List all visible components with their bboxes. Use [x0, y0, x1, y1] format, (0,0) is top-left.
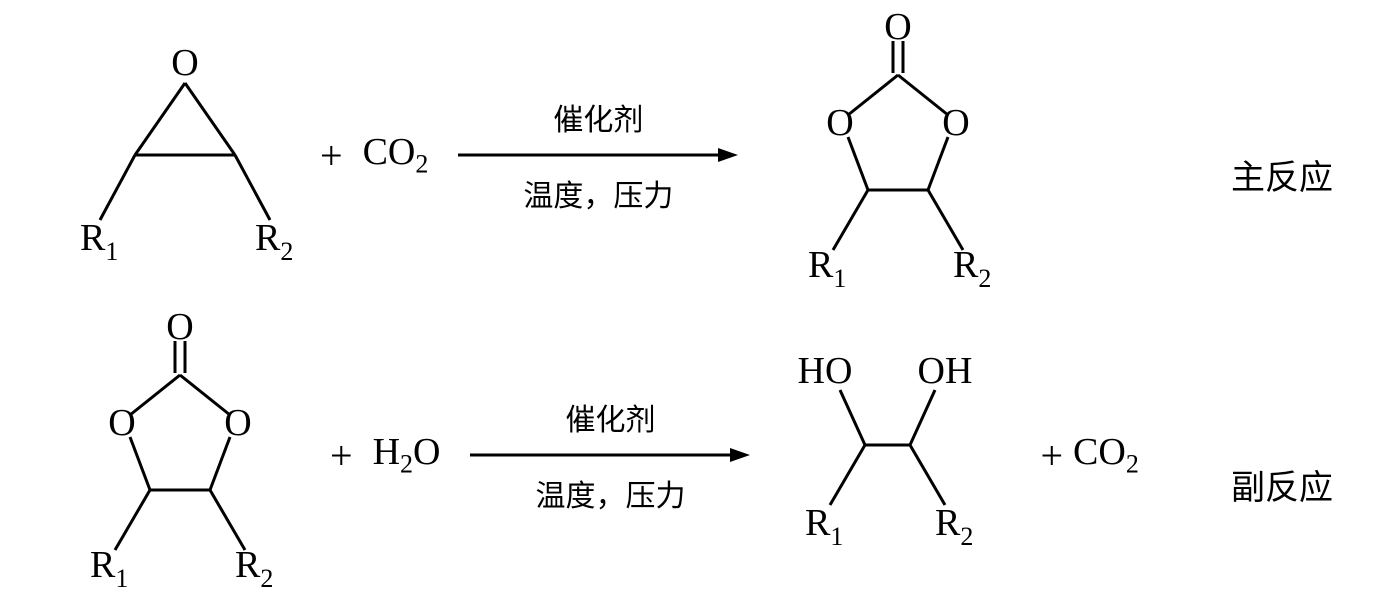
carbonate-product: O O O R1 R2 — [768, 25, 1028, 285]
carbonate-O-left: O — [827, 102, 854, 144]
main-reaction-label: 主反应 — [1231, 150, 1333, 199]
epoxide-R1: R1 — [80, 217, 118, 266]
arrow1-top-label: 催化剂 — [553, 95, 643, 139]
carbonate-R1: R1 — [808, 244, 846, 293]
arrow2-bottom-label: 温度，压力 — [535, 471, 685, 515]
diol-R1: R1 — [805, 502, 843, 551]
epoxide-structure: O R1 R2 — [70, 45, 300, 265]
carbonate-O-top: O — [885, 6, 912, 48]
arrow1-bottom-label: 温度，压力 — [523, 171, 673, 215]
plus-2: + — [330, 432, 353, 479]
arrow2-svg — [470, 445, 750, 465]
carbonate-R2: R2 — [953, 244, 991, 293]
co2-reagent: CO2 — [363, 130, 429, 180]
arrow1-svg — [458, 145, 738, 165]
carbonate2-O-left: O — [108, 402, 135, 444]
diol-OH1: HO — [798, 350, 853, 392]
epoxide-O: O — [171, 42, 198, 84]
plus-3: + — [1040, 432, 1063, 479]
co2-product: CO2 — [1073, 430, 1139, 480]
carbonate2-O-right: O — [224, 402, 251, 444]
diol-R2: R2 — [935, 502, 973, 551]
h2o-reagent: H2O — [373, 430, 441, 480]
carbonate-O-right: O — [943, 102, 970, 144]
arrow2-top-label: 催化剂 — [565, 395, 655, 439]
side-reaction-label: 副反应 — [1231, 460, 1333, 509]
carbonate-reactant: O O O R1 R2 — [50, 325, 310, 585]
reaction-arrow-1: 催化剂 温度，压力 — [458, 95, 738, 215]
main-reaction-row: O R1 R2 + CO2 催化剂 温度，压力 O O O R1 — [0, 30, 1393, 280]
side-reaction-row: O O O R1 R2 + H2O 催化剂 温度，压力 HO OH R1 R2 … — [0, 330, 1393, 580]
carbonate2-R1: R1 — [90, 544, 128, 593]
diol-OH2: OH — [918, 350, 973, 392]
plus-1: + — [320, 132, 343, 179]
diol-product: HO OH R1 R2 — [770, 345, 1030, 565]
carbonate2-R2: R2 — [235, 544, 273, 593]
epoxide-R2: R2 — [255, 217, 293, 266]
reaction-arrow-2: 催化剂 温度，压力 — [470, 395, 750, 515]
carbonate2-O-top: O — [166, 306, 193, 348]
